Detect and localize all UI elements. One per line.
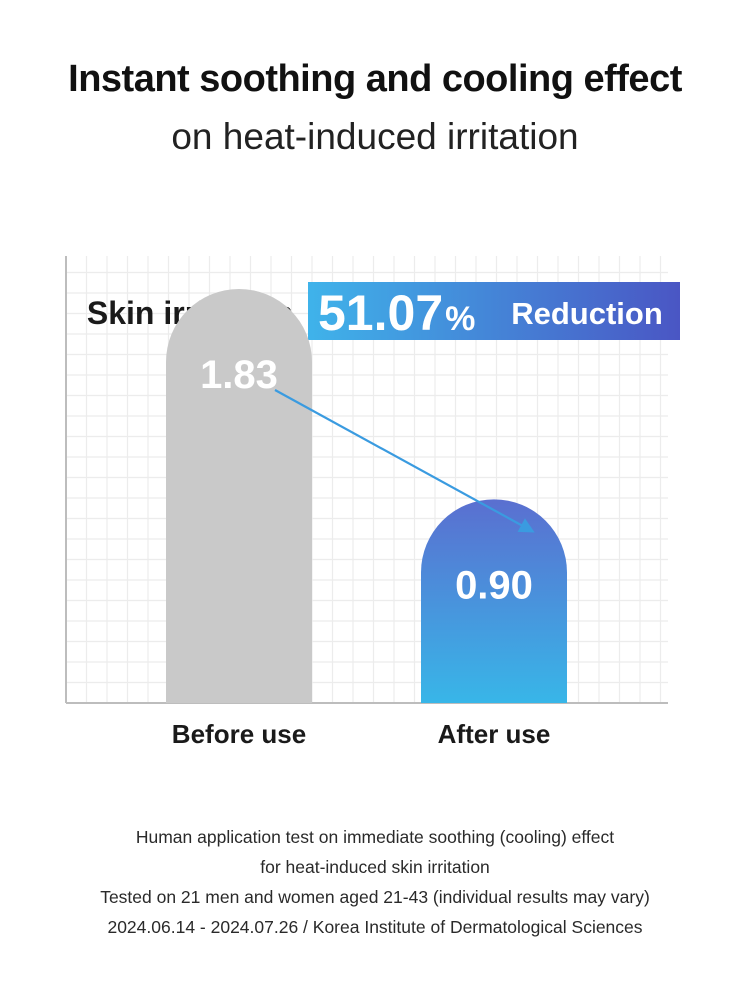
footnote: Human application test on immediate soot… <box>0 822 750 942</box>
x-tick-label-before-use: Before use <box>172 719 306 749</box>
footnote-line: Tested on 21 men and women aged 21-43 (i… <box>100 887 650 907</box>
badge-percent-number: 51.07 <box>318 285 443 341</box>
footnote-line: Human application test on immediate soot… <box>135 827 615 847</box>
value-label-after-use: 0.90 <box>455 563 533 607</box>
footnote-line: 2024.06.14 - 2024.07.26 / Korea Institut… <box>107 917 643 937</box>
bar-after-use <box>421 499 567 703</box>
page-title: Instant soothing and cooling effect <box>68 58 682 100</box>
value-label-before-use: 1.83 <box>200 353 278 397</box>
badge-background <box>308 282 680 340</box>
badge-reduction-text: Reduction <box>511 296 663 331</box>
page-subtitle: on heat-induced irritation <box>171 116 579 157</box>
footnote-line: for heat-induced skin irritation <box>260 857 490 877</box>
bar-before-use <box>166 288 312 703</box>
x-tick-label-after-use: After use <box>438 719 551 749</box>
badge-percent-sign: % <box>445 300 475 338</box>
badge-percent-value: 51.07% <box>318 285 475 341</box>
trend-arrow <box>274 389 535 533</box>
